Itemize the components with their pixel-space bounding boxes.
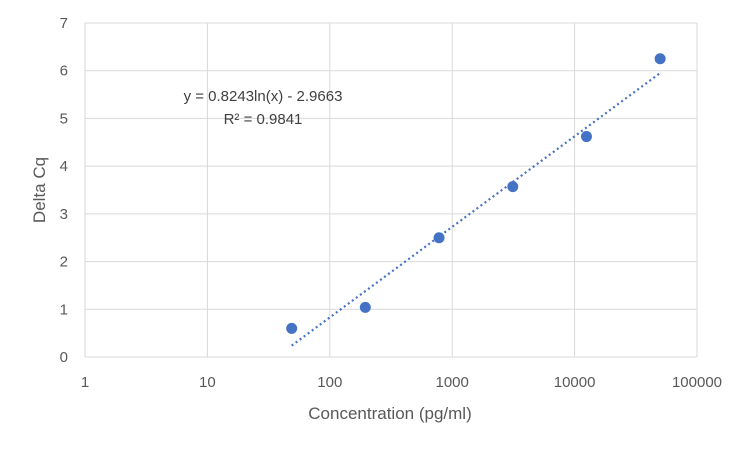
trendline <box>291 72 661 347</box>
data-point-6 <box>654 53 666 65</box>
y-tick-label: 2 <box>60 254 68 271</box>
x-tick-labels: 1 10 100 1000 10000 100000 <box>81 374 722 391</box>
data-point-2 <box>359 301 371 313</box>
y-tick-label: 0 <box>60 349 68 366</box>
x-tick-label: 100000 <box>672 374 722 391</box>
data-point-1 <box>286 322 298 334</box>
x-axis-title: Concentration (pg/ml) <box>308 404 471 423</box>
y-tick-label: 4 <box>60 158 68 175</box>
y-tick-label: 3 <box>60 206 68 223</box>
trendline-equation: y = 0.8243ln(x) - 2.9663 <box>184 88 343 105</box>
x-tick-label: 10 <box>199 374 216 391</box>
x-tick-label: 10000 <box>554 374 596 391</box>
data-point-4 <box>507 181 519 193</box>
y-tick-labels: 0 1 2 3 4 5 6 7 <box>60 15 68 366</box>
x-tick-label: 1000 <box>436 374 469 391</box>
y-tick-label: 1 <box>60 301 68 318</box>
y-tick-label: 6 <box>60 63 68 80</box>
gridlines <box>84 22 698 358</box>
y-tick-label: 5 <box>60 110 68 127</box>
data-point-3 <box>433 232 445 244</box>
x-tick-label: 1 <box>81 374 89 391</box>
y-axis-title: Delta Cq <box>30 157 49 223</box>
data-point-5 <box>580 131 592 143</box>
y-tick-label: 7 <box>60 15 68 32</box>
data-points <box>286 53 666 334</box>
x-tick-label: 100 <box>317 374 342 391</box>
r-squared-label: R² = 0.9841 <box>224 111 303 128</box>
